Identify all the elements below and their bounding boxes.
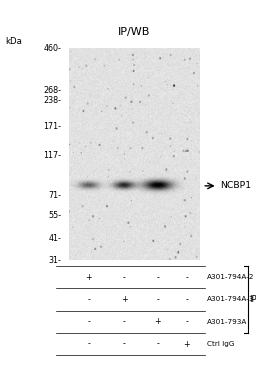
Text: -: - bbox=[87, 295, 90, 304]
Text: +: + bbox=[183, 340, 190, 349]
Text: IP/WB: IP/WB bbox=[118, 27, 151, 37]
Text: 41-: 41- bbox=[49, 234, 61, 243]
Text: 117-: 117- bbox=[44, 151, 61, 160]
Text: -: - bbox=[123, 273, 125, 282]
Text: -: - bbox=[185, 295, 188, 304]
Text: -: - bbox=[123, 317, 125, 326]
Text: +: + bbox=[86, 273, 92, 282]
Text: 71-: 71- bbox=[48, 191, 61, 200]
Text: -: - bbox=[156, 340, 159, 349]
Text: 238-: 238- bbox=[44, 96, 61, 105]
Text: NCBP1: NCBP1 bbox=[220, 182, 251, 190]
Text: kDa: kDa bbox=[5, 38, 22, 46]
Text: IP: IP bbox=[250, 295, 256, 304]
Text: -: - bbox=[87, 317, 90, 326]
Text: A301-793A: A301-793A bbox=[207, 319, 248, 325]
Text: 31-: 31- bbox=[49, 256, 61, 265]
Text: +: + bbox=[121, 295, 127, 304]
Text: -: - bbox=[156, 273, 159, 282]
Text: -: - bbox=[185, 273, 188, 282]
Text: 55-: 55- bbox=[48, 211, 61, 220]
Text: +: + bbox=[155, 317, 161, 326]
Text: 171-: 171- bbox=[44, 122, 61, 131]
Text: Ctrl IgG: Ctrl IgG bbox=[207, 341, 235, 347]
Text: A301-794A-3: A301-794A-3 bbox=[207, 296, 255, 302]
Text: 268-: 268- bbox=[44, 86, 61, 95]
Text: -: - bbox=[185, 317, 188, 326]
Text: -: - bbox=[156, 295, 159, 304]
Text: 460-: 460- bbox=[44, 44, 61, 53]
Text: -: - bbox=[123, 340, 125, 349]
Text: -: - bbox=[87, 340, 90, 349]
Text: A301-794A-2: A301-794A-2 bbox=[207, 274, 255, 280]
